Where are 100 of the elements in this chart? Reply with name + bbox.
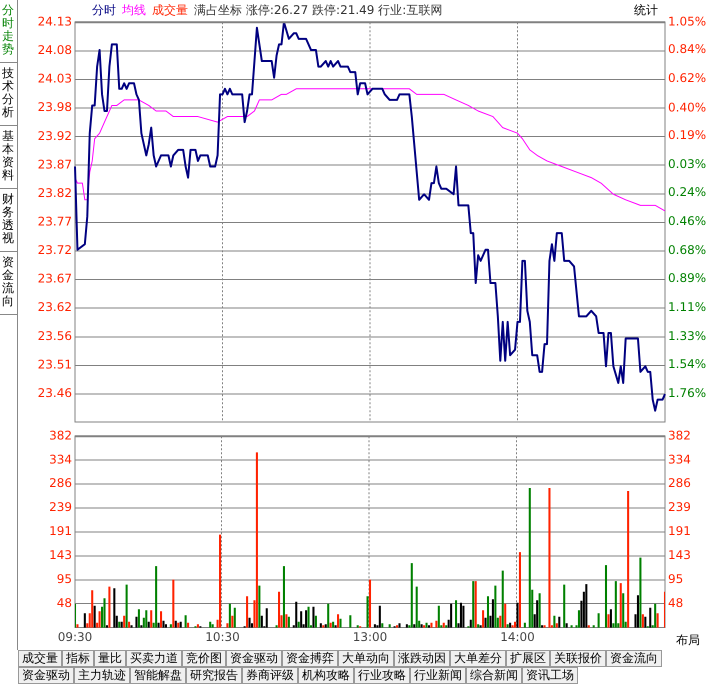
bar [150, 610, 152, 628]
bar [563, 584, 566, 628]
x-tick-label: 09:30 [58, 630, 92, 644]
bar [430, 622, 432, 628]
bar [649, 608, 652, 628]
bar [135, 616, 138, 628]
bar [162, 620, 165, 628]
bar [160, 611, 162, 628]
bar [327, 604, 330, 628]
bar [349, 615, 352, 628]
bar [553, 616, 556, 628]
bar [486, 596, 490, 628]
y-tick-label: 95 [56, 572, 72, 586]
bar [300, 611, 302, 628]
y2-tick-label: 0.89% [668, 271, 706, 286]
y2-tick-label: 382 [668, 428, 691, 442]
bar [84, 613, 86, 628]
bar [126, 584, 128, 628]
y-tick-label: 23.87 [38, 157, 72, 172]
bar [462, 606, 464, 628]
text: 资金搏弈 [282, 650, 338, 667]
bar [654, 604, 656, 628]
y2-tick-label: 143 [668, 548, 691, 562]
y-tick-label: 48 [56, 596, 72, 610]
text: 资讯工场 [522, 667, 578, 684]
bar [636, 595, 639, 628]
bar [438, 606, 440, 628]
bar [499, 616, 502, 628]
text: 指标 [62, 650, 94, 667]
bar [470, 620, 472, 628]
y2-tick-label: 1.54% [668, 357, 706, 372]
y-tick-label: 286 [49, 476, 72, 490]
bar [442, 622, 445, 628]
y-tick-label: 23.46 [38, 386, 72, 400]
text: 量比 [94, 650, 126, 667]
y-tick-label: 23.62 [38, 300, 72, 314]
text: 均线 [122, 3, 146, 17]
y-tick-label: 382 [49, 428, 72, 442]
y-tick-label: 143 [49, 548, 72, 562]
bar [172, 580, 174, 628]
text: 成交量 [152, 3, 188, 17]
chart-subtitle: 统计 [634, 2, 658, 18]
bar [158, 622, 160, 628]
bar [492, 599, 494, 628]
bar [231, 616, 234, 628]
bar [627, 490, 630, 628]
y-tick-label: 334 [49, 452, 72, 466]
text: 券商评级 [242, 667, 298, 684]
bar [248, 618, 251, 628]
y2-tick-label: 1.76% [668, 386, 706, 400]
x-axis-title: 布局 [676, 632, 700, 649]
bar [435, 620, 438, 628]
y-tick-label: 191 [49, 524, 72, 538]
bar [282, 566, 285, 628]
x-tick-label: 14:00 [500, 630, 535, 644]
bar [622, 593, 624, 628]
y-tick-label: 23.82 [38, 186, 72, 200]
bar [368, 580, 372, 628]
y2-tick-label: 0.68% [668, 243, 706, 258]
text: 资金流向 [606, 650, 662, 667]
bar [426, 622, 428, 628]
bar [472, 581, 474, 628]
bar [184, 615, 187, 628]
bar [108, 586, 110, 628]
bar [644, 616, 646, 628]
bar [614, 581, 617, 628]
text: 资金驱动 [18, 667, 74, 684]
bar [91, 590, 94, 628]
x-tick-label: 13:00 [352, 630, 388, 644]
y2-tick-label: 0.24% [668, 185, 706, 200]
y2-tick-label: 95 [668, 572, 684, 586]
y2-tick-label: 1.05% [668, 14, 706, 28]
bar [656, 613, 659, 628]
text: 关联报价 [550, 650, 606, 667]
bar [228, 604, 231, 628]
bar [260, 616, 263, 628]
text: 扩展区 [506, 650, 550, 667]
text: 技术分析 [0, 63, 17, 126]
bar [308, 606, 310, 628]
y-tick-label: 24.03 [38, 72, 72, 86]
bar [113, 588, 116, 628]
bar [278, 592, 280, 628]
bar [460, 602, 462, 628]
bar [209, 622, 212, 628]
text: 综合新闻 [466, 667, 522, 684]
bar [324, 624, 327, 628]
text: 分时 [92, 3, 116, 17]
bar [516, 602, 519, 628]
bar [610, 609, 612, 628]
y-tick-label: 23.56 [38, 328, 72, 343]
bar [138, 609, 140, 628]
bar [288, 616, 290, 628]
bar [120, 622, 123, 628]
y2-tick-label: 286 [668, 476, 691, 490]
text: 资金驱动 [226, 650, 282, 667]
y2-tick-label: 191 [668, 524, 691, 538]
bar [509, 622, 512, 628]
y-tick-label: 23.51 [38, 358, 72, 372]
bar [494, 586, 496, 628]
bar [604, 565, 608, 628]
